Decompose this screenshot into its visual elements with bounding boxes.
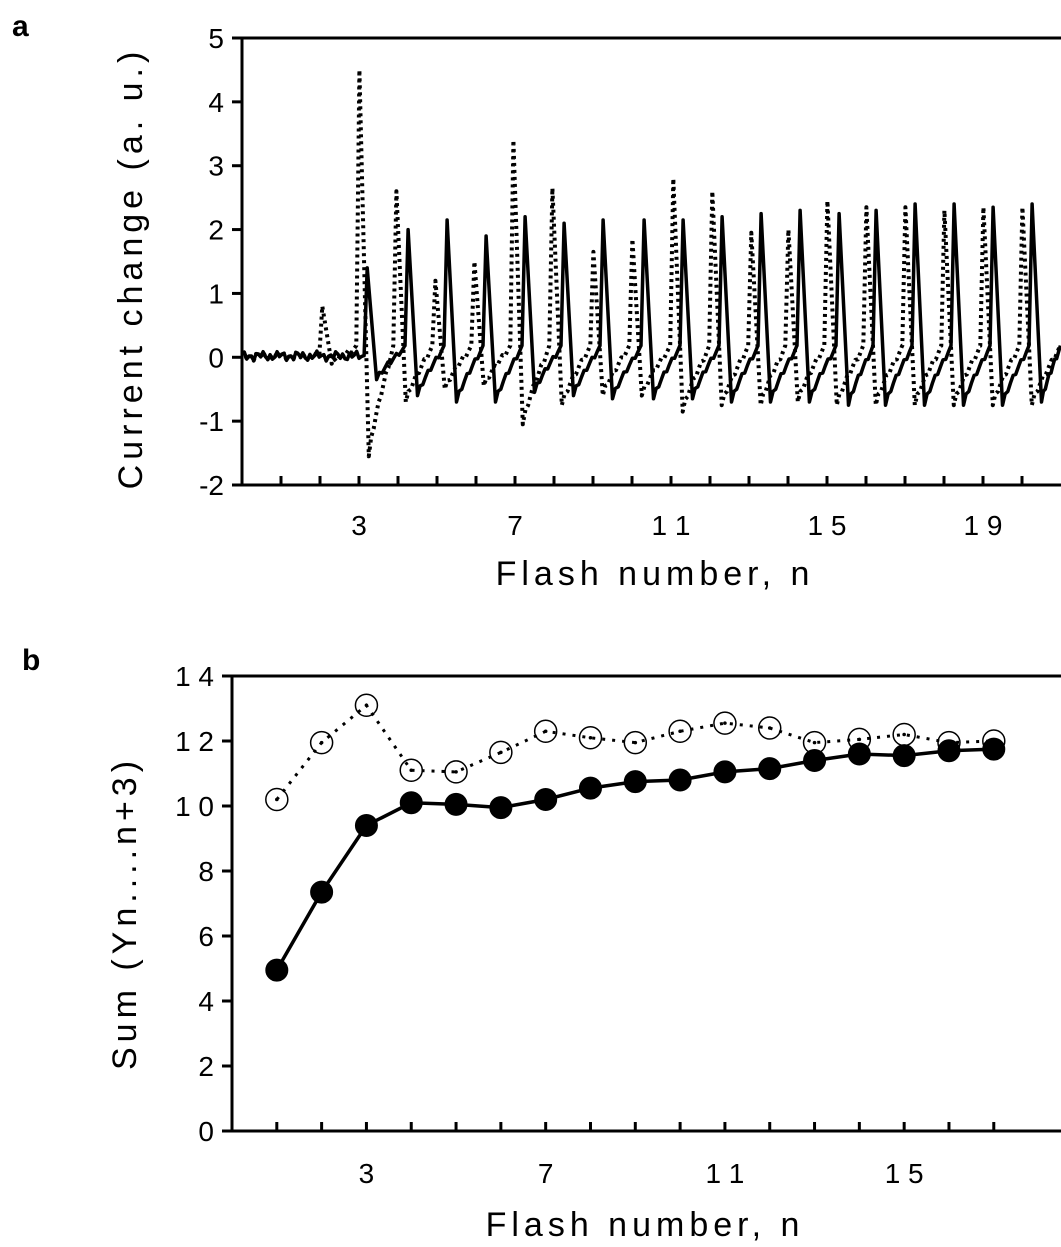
chart-b-filled-point — [354, 814, 378, 837]
chart-b-filled-point — [444, 792, 468, 816]
chart-a-y-tick-label: 1 — [208, 278, 224, 309]
chart-b-open-point-dot — [499, 750, 503, 755]
chart-b-open-point — [623, 730, 648, 755]
chart-b-open-point-dot — [947, 740, 951, 745]
chart-b-open-point — [982, 729, 1006, 753]
chart-b-filled-point — [668, 768, 692, 792]
chart-b-open-point-dot — [902, 732, 906, 737]
chart-b-open-point — [802, 730, 827, 755]
chart-a-y-tick-label: 0 — [208, 342, 224, 373]
chart-a-y-tick-label: 2 — [208, 215, 224, 246]
chart-b-y-tick-label: 1 4 — [175, 661, 214, 692]
chart-b-x-tick-label: 7 — [538, 1158, 554, 1189]
panel-b-label: b — [22, 644, 40, 677]
chart-b-open-point-dot — [454, 770, 458, 774]
chart-b-open-point-dot — [543, 729, 548, 734]
chart-b-filled-point — [758, 757, 782, 781]
chart-a-x-tick-label: 1 5 — [808, 510, 847, 541]
chart-b-x-axis-title: Flash number, n — [486, 1206, 805, 1244]
chart-a-x-tick-label: 1 1 — [652, 510, 691, 541]
chart-b-x-tick-label: 1 1 — [705, 1158, 744, 1189]
chart-b-open-point-dot — [767, 726, 772, 730]
chart-b-filled-point — [803, 749, 827, 772]
chart-b-open-point — [309, 730, 334, 755]
chart-b-open-point — [892, 722, 916, 747]
chart-b-y-tick-label: 1 2 — [175, 726, 214, 757]
chart-b-open-point — [578, 726, 603, 750]
chart-b-filled-point — [982, 737, 1006, 761]
chart-b-open-point — [937, 730, 961, 755]
chart-b-open-point-dot — [275, 797, 279, 802]
chart-b-open-point — [533, 719, 558, 743]
chart-b-filled-point — [937, 739, 961, 763]
chart-b-open-point-dot — [319, 740, 324, 745]
chart-b-filled-point — [713, 760, 737, 784]
chart-b-open-point — [668, 719, 692, 743]
chart-a-x-tick-label: 1 9 — [964, 510, 1003, 541]
chart-a-y-tick-label: 4 — [208, 87, 224, 118]
chart-b-open-point-dot — [588, 735, 593, 740]
chart-b-open-point-dot — [857, 737, 862, 742]
chart-b-x-tick-label: 3 — [359, 1158, 375, 1189]
chart-b-y-tick-label: 0 — [198, 1116, 214, 1147]
chart-b-y-axis-title: Sum (Yn....n+3) — [106, 756, 144, 1070]
chart-b-filled-point — [534, 788, 558, 811]
chart-b-y-tick-label: 8 — [198, 856, 214, 887]
chart-b-filled-point — [489, 796, 513, 820]
chart-b-open-point — [265, 787, 289, 812]
chart-a-y-axis-title: Current change (a. u.) — [112, 47, 150, 490]
chart-b-open-point-dot — [364, 703, 369, 708]
chart-b-open-point-dot — [678, 729, 682, 734]
chart-a-x-tick-label: 3 — [351, 510, 367, 541]
chart-b-open-point — [847, 727, 872, 752]
chart-a-x-tick-label: 7 — [507, 510, 523, 541]
chart-b-open-point-dot — [812, 740, 817, 745]
chart-b-open-point-dot — [409, 768, 414, 773]
chart-a-x-axis-title: Flash number, n — [496, 555, 815, 593]
chart-b-open-point — [757, 716, 782, 740]
chart-b-open-point-dot — [991, 739, 996, 743]
chart-b-filled-point — [310, 880, 334, 904]
chart-a-y-tick-label: -1 — [199, 406, 224, 437]
chart-b-y-tick-label: 1 0 — [175, 791, 214, 822]
chart-a-y-tick-label: 3 — [208, 151, 224, 182]
chart-b-y-tick-label: 6 — [198, 921, 214, 952]
chart-b-open-point — [354, 693, 379, 717]
chart-b-filled-point — [265, 958, 289, 982]
chart-a-y-tick-label: 5 — [208, 23, 224, 54]
chart-b-open-point — [713, 711, 737, 735]
panel-a-label: a — [12, 10, 29, 43]
chart-b-open-point-dot — [723, 721, 727, 725]
chart-b-open-point — [489, 740, 513, 765]
chart-b-filled-point — [578, 776, 602, 800]
chart-b-filled-point — [623, 770, 647, 794]
chart-b-x-tick-label: 1 5 — [885, 1158, 924, 1189]
chart-b-y-tick-label: 2 — [198, 1051, 214, 1082]
chart-b-open-point — [399, 758, 423, 782]
chart-b-filled-point — [892, 744, 916, 768]
chart-a-y-tick-label: -2 — [199, 470, 224, 501]
chart-b-filled-point — [399, 791, 423, 815]
chart-a-series-dotted-line — [240, 67, 1061, 459]
chart-b-open-point-dot — [633, 740, 638, 745]
chart-b-open-point — [444, 760, 468, 784]
chart-b-y-tick-label: 4 — [198, 986, 214, 1017]
